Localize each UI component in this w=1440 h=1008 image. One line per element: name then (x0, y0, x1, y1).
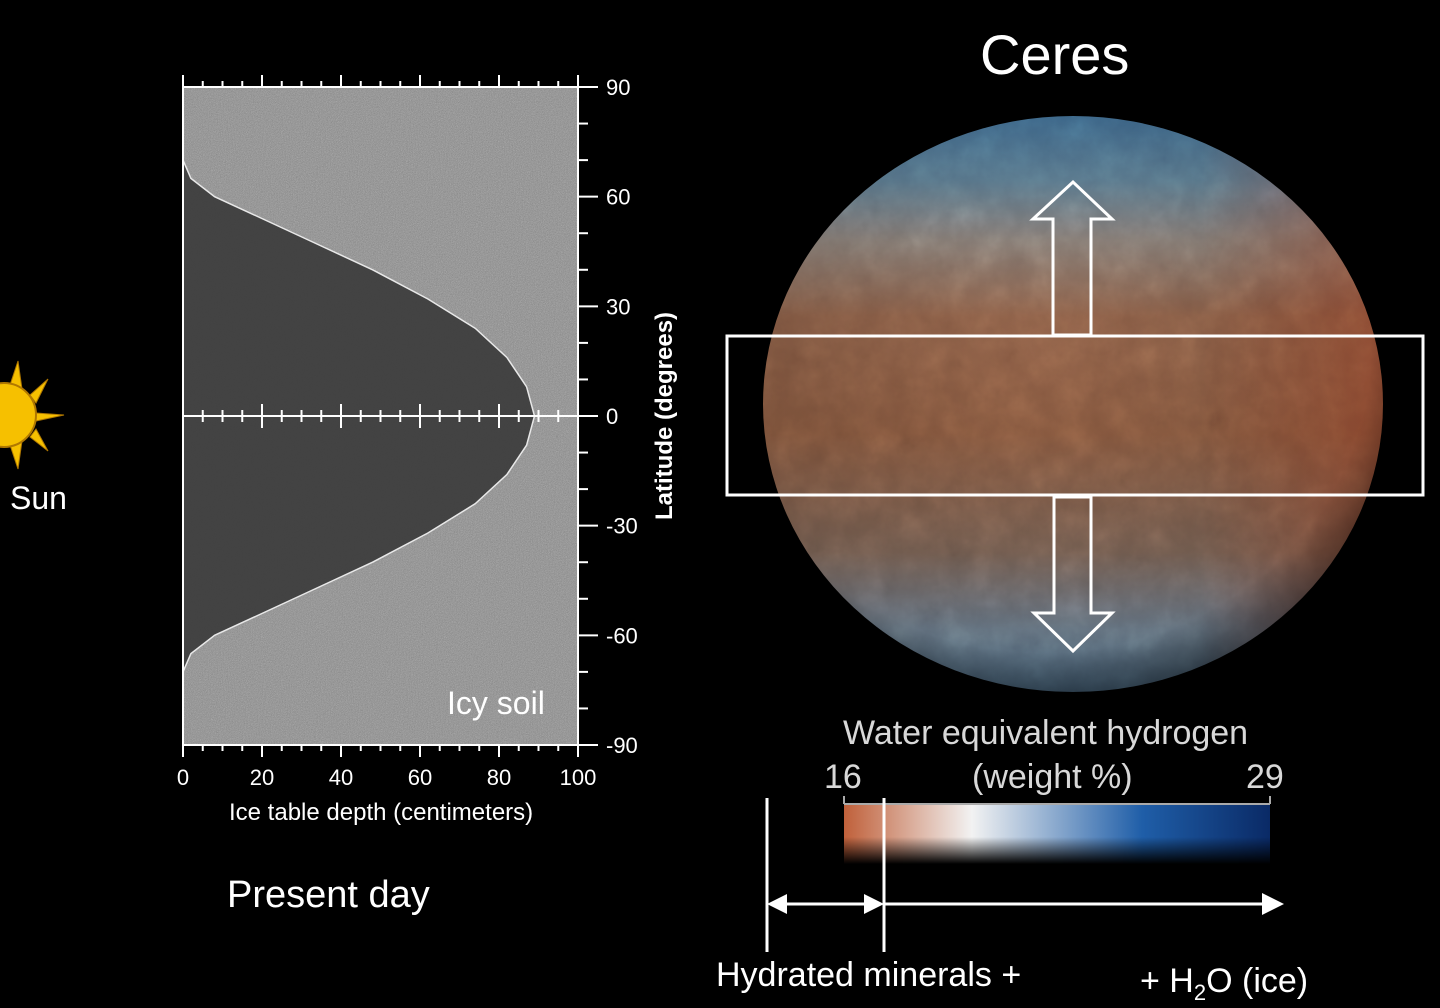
colorbar-title: Water equivalent hydrogen (843, 714, 1249, 752)
caption-present-day: Present day (227, 874, 430, 916)
composition-bracket (765, 798, 1284, 952)
y-tick-label: -90 (606, 733, 638, 758)
y-tick-label: 0 (606, 404, 618, 429)
x-tick-label: 40 (329, 765, 353, 790)
y-tick-label: -60 (606, 623, 638, 648)
y-tick-label: 60 (606, 185, 630, 210)
x-tick-label: 80 (487, 765, 511, 790)
north-arrow-icon (1029, 179, 1116, 337)
colorbar-min-label: 16 (824, 758, 862, 796)
colorbar-unit-label: (weight %) (972, 758, 1133, 796)
ice-table-boundary-line (183, 87, 536, 745)
x-axis-label: Ice table depth (centimeters) (229, 799, 533, 826)
x-tick-label: 20 (250, 765, 274, 790)
x-tick-label: 0 (177, 765, 189, 790)
ceres-globe-figure (725, 116, 1425, 692)
x-tick-label: 60 (408, 765, 432, 790)
x-tick-label: 100 (560, 765, 597, 790)
y-axis-label: Latitude (degrees) (651, 312, 678, 520)
y-tick-label: -30 (606, 514, 638, 539)
hydrated-minerals-label: Hydrated minerals + (716, 956, 1022, 994)
y-tick-label: 30 (606, 294, 630, 319)
sun-icon (0, 360, 65, 470)
sun-label: Sun (10, 480, 67, 516)
water-ice-label: + H2O (ice) (1140, 962, 1309, 1005)
ice-table-chart: 0 20 40 60 80 100 90 60 30 0 -30 -60 -90 Icy soil Ic… (177, 75, 678, 826)
icy-soil-label: Icy soil (447, 685, 545, 721)
colorbar (843, 796, 1271, 864)
y-tick-label: 90 (606, 75, 630, 100)
south-arrow-icon (1030, 495, 1116, 654)
colorbar-max-label: 29 (1246, 758, 1284, 796)
ceres-title: Ceres (980, 23, 1130, 86)
